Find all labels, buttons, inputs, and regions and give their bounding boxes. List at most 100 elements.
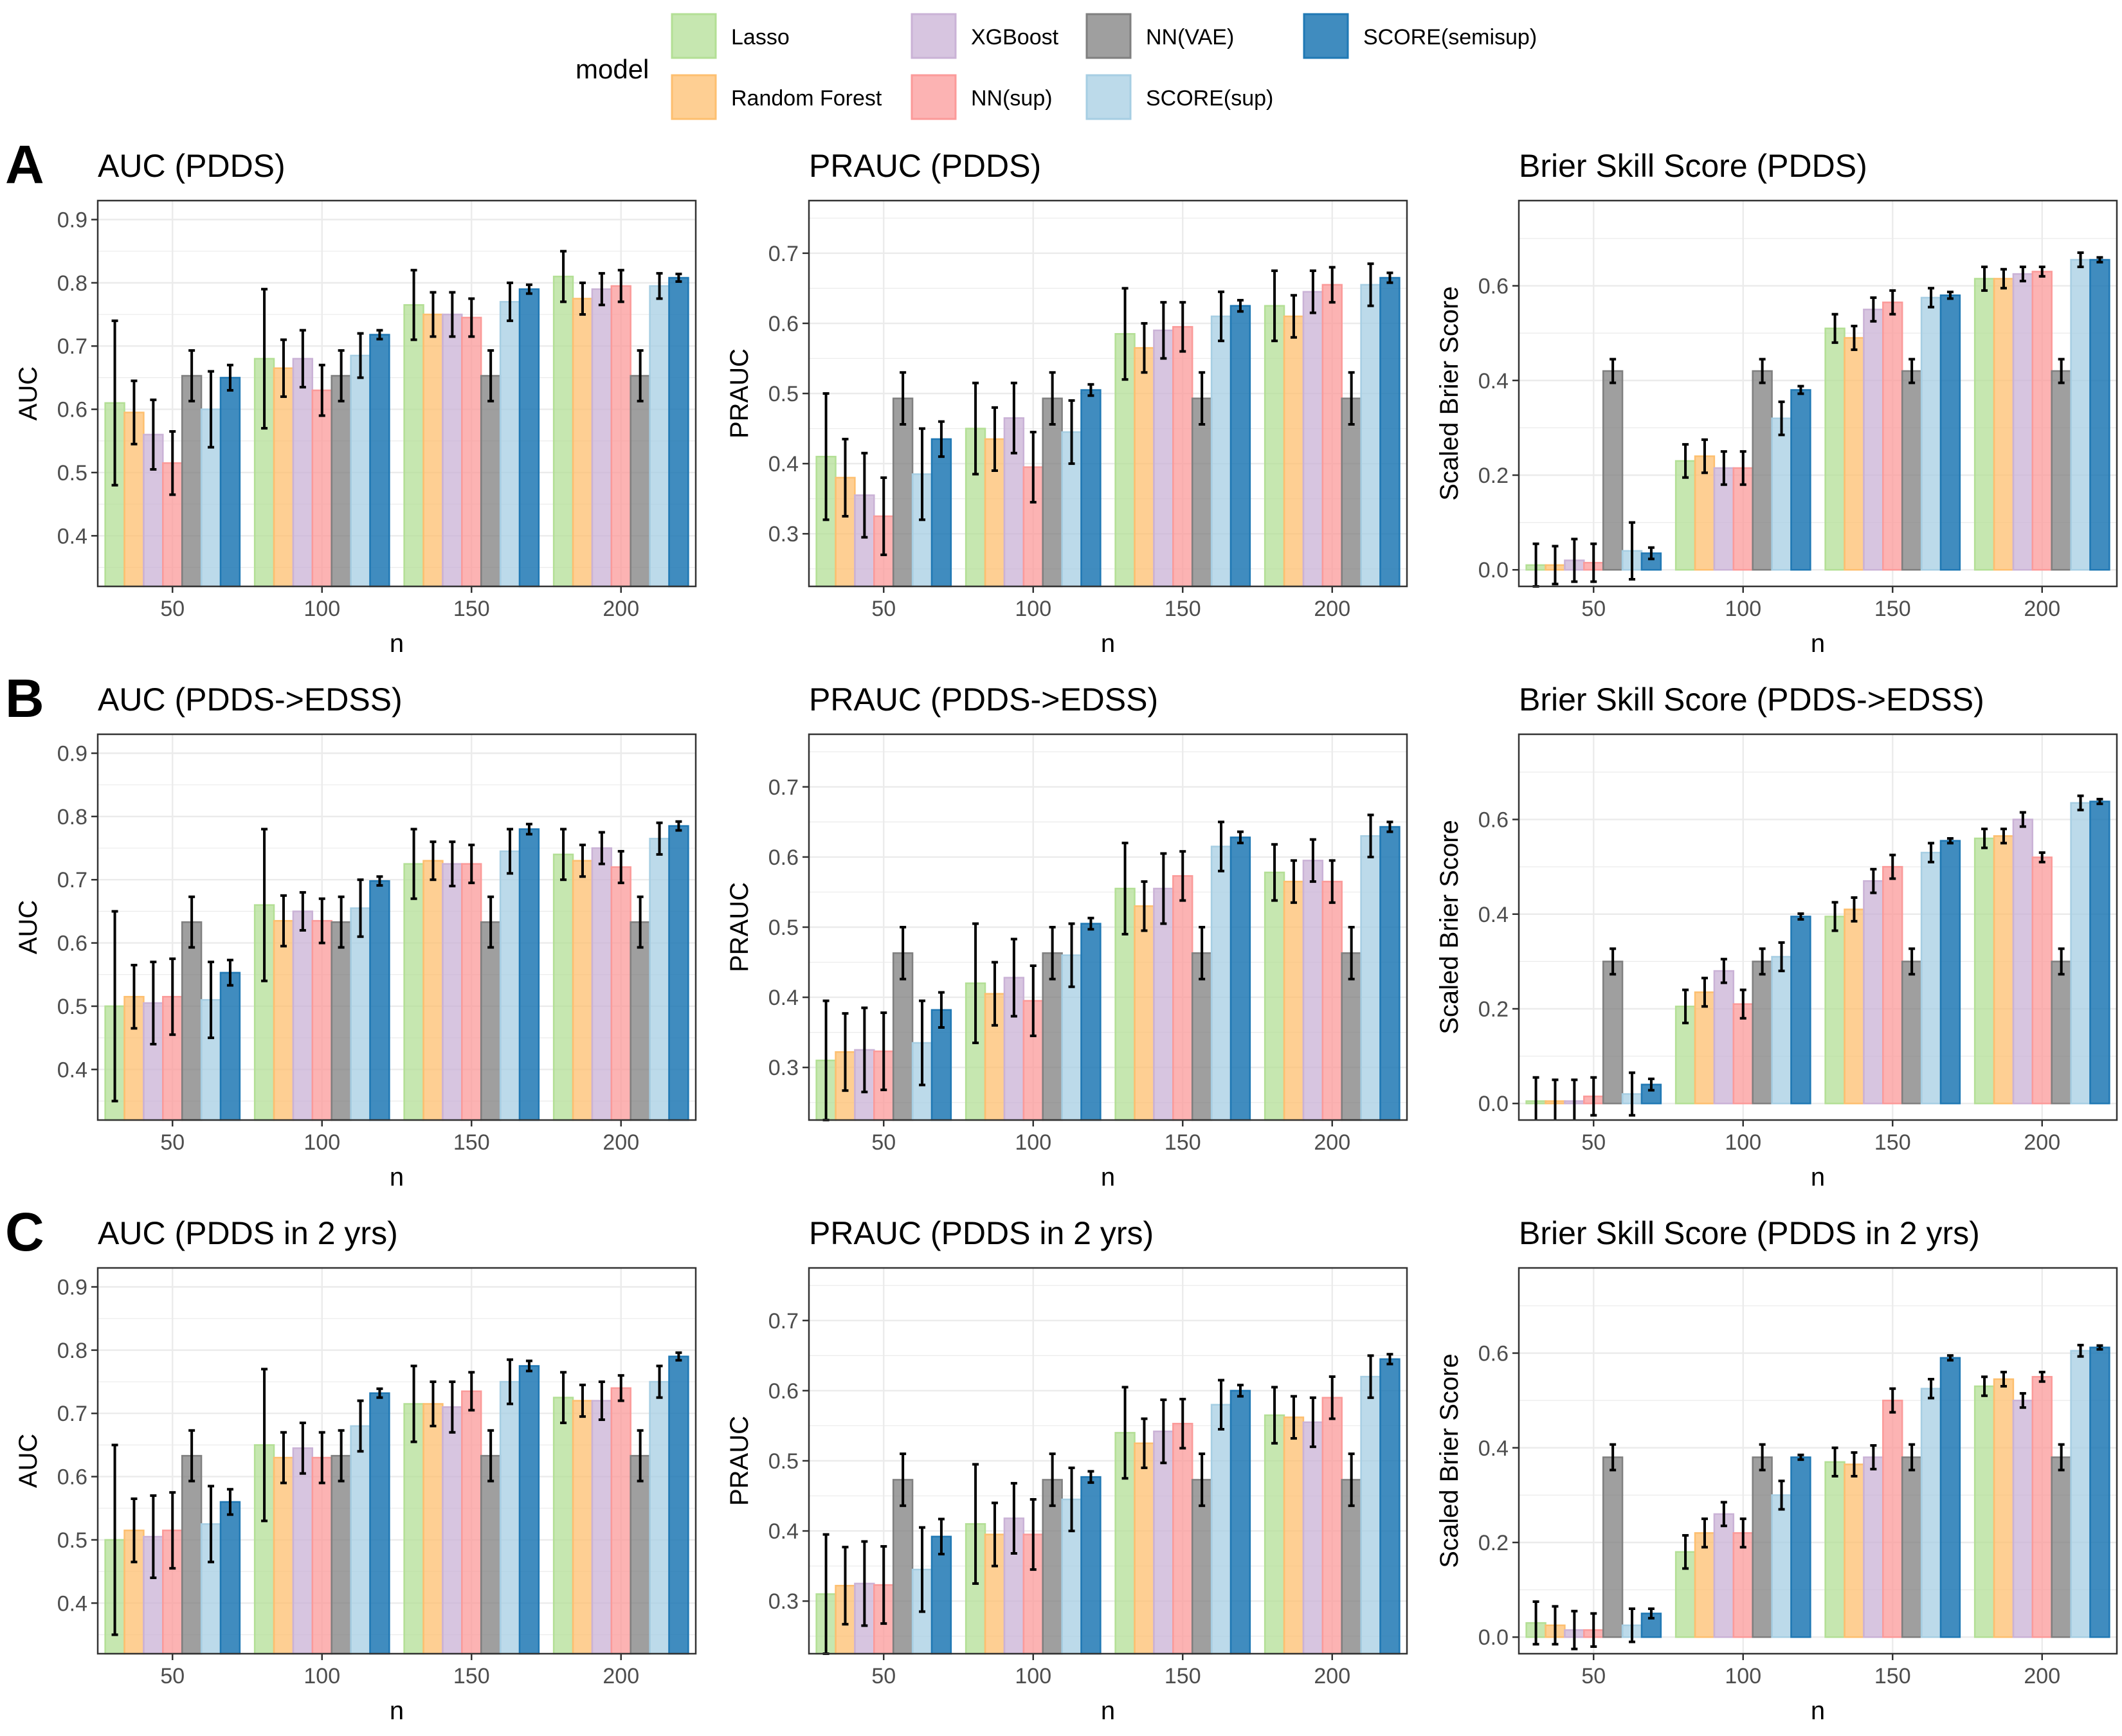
panel-title: AUC (PDDS) bbox=[98, 148, 286, 184]
errorbar-random-forest-n50 bbox=[842, 437, 849, 518]
errorbar-xgboost-n50 bbox=[861, 1006, 868, 1094]
errorbar-lasso-n50 bbox=[1532, 1076, 1539, 1120]
bar-random-forest-n150 bbox=[422, 313, 444, 588]
errorbar-score-sup-n150 bbox=[507, 827, 514, 875]
bar-xgboost-n200 bbox=[591, 847, 613, 1121]
y-tick-label: 0.8 bbox=[57, 805, 87, 829]
legend-swatch-nn-sup bbox=[911, 74, 957, 120]
errorbar-nn-vae-n150 bbox=[1909, 1443, 1916, 1472]
bar-xgboost-n200 bbox=[2012, 273, 2034, 571]
errorbar-nn-vae-n100 bbox=[338, 349, 345, 402]
errorbar-lasso-n100 bbox=[972, 922, 979, 1044]
bar-nn-vae-n50 bbox=[1602, 370, 1624, 571]
bar-random-forest-n150 bbox=[1134, 905, 1155, 1121]
bar-score-semisup-n100 bbox=[1790, 916, 1811, 1105]
errorbar-random-forest-n100 bbox=[991, 1501, 998, 1568]
bar-random-forest-n200 bbox=[1283, 880, 1305, 1121]
errorbar-xgboost-n100 bbox=[1010, 381, 1017, 455]
errorbar-xgboost-n150 bbox=[1870, 296, 1877, 323]
errorbar-score-sup-n100 bbox=[1068, 922, 1075, 988]
errorbar-random-forest-n100 bbox=[280, 1431, 287, 1485]
bar-lasso-n200 bbox=[1264, 305, 1285, 588]
bar-random-forest-n50 bbox=[835, 476, 856, 588]
bar-score-semisup-n200 bbox=[1379, 826, 1401, 1121]
y-tick-label: 0.5 bbox=[57, 995, 87, 1019]
bar-xgboost-n150 bbox=[1153, 329, 1174, 588]
errorbar-lasso-n100 bbox=[972, 1463, 979, 1585]
errorbar-lasso-n50 bbox=[1532, 1600, 1539, 1646]
errorbar-nn-sup-n200 bbox=[1329, 1375, 1336, 1420]
y-tick-label: 0.4 bbox=[768, 986, 799, 1010]
errorbar-score-semisup-n50 bbox=[1647, 1607, 1655, 1620]
bar-lasso-n200 bbox=[1973, 278, 1995, 571]
legend-label-random-forest: Random Forest bbox=[731, 86, 882, 111]
x-tick-label: 50 bbox=[160, 597, 185, 621]
errorbar-nn-vae-n50 bbox=[1610, 357, 1617, 384]
errorbar-xgboost-n100 bbox=[1720, 1501, 1727, 1528]
errorbar-score-sup-n150 bbox=[1218, 1379, 1225, 1431]
y-tick-label: 0.5 bbox=[768, 382, 799, 406]
errorbar-score-semisup-n50 bbox=[1647, 546, 1655, 561]
errorbar-nn-vae-n50 bbox=[900, 371, 907, 426]
bar-xgboost-n100 bbox=[292, 910, 314, 1121]
errorbar-random-forest-n50 bbox=[1552, 1078, 1559, 1120]
errorbar-nn-vae-n50 bbox=[188, 895, 195, 949]
bar-xgboost-n150 bbox=[1863, 309, 1884, 571]
bar-score-sup-n150 bbox=[1210, 315, 1232, 588]
y-axis-label: AUC bbox=[14, 366, 42, 420]
bar-nn-vae-n100 bbox=[1042, 397, 1063, 588]
row-letter-b: B bbox=[5, 668, 44, 728]
errorbar-lasso-n50 bbox=[111, 319, 118, 487]
errorbar-score-semisup-n200 bbox=[675, 820, 682, 832]
row-letter-c: C bbox=[5, 1202, 44, 1262]
errorbar-nn-sup-n150 bbox=[1179, 850, 1186, 902]
legend-item-nn-sup: NN(sup) bbox=[911, 74, 1053, 120]
x-tick-label: 100 bbox=[1015, 597, 1051, 621]
bar-random-forest-n150 bbox=[1844, 337, 1865, 571]
x-tick-label: 200 bbox=[1314, 1130, 1350, 1155]
legend-swatch-nn-vae bbox=[1085, 13, 1132, 59]
y-tick-label: 0.4 bbox=[1478, 903, 1509, 927]
bar-score-semisup-n50 bbox=[1640, 552, 1662, 571]
x-axis-label: n bbox=[1811, 629, 1825, 658]
panel-prauc-pdds-edss: PRAUC (PDDS->EDSS) 0.3 0.4 0.5 0.6 0.7 50 100 15… bbox=[725, 682, 1408, 1191]
y-tick-label: 0.7 bbox=[57, 334, 87, 359]
errorbar-random-forest-n100 bbox=[991, 961, 998, 1027]
errorbar-score-sup-n100 bbox=[357, 332, 364, 379]
bar-nn-vae-n200 bbox=[2051, 1456, 2072, 1638]
legend-swatch-random-forest bbox=[671, 74, 717, 120]
y-tick-label: 0.4 bbox=[57, 1591, 87, 1616]
bar-score-semisup-n150 bbox=[1939, 294, 1961, 571]
legend-label-score-sup: SCORE(sup) bbox=[1146, 86, 1273, 111]
y-tick-label: 0.2 bbox=[1478, 1531, 1509, 1555]
panel-prauc-pdds: PRAUC (PDDS) 0.3 0.4 0.5 0.6 0.7 50 100 150 200 n P… bbox=[725, 148, 1408, 658]
errorbar-score-semisup-n200 bbox=[2096, 256, 2103, 264]
errorbar-lasso-n200 bbox=[1981, 827, 1988, 849]
errorbar-score-semisup-n50 bbox=[938, 991, 945, 1029]
errorbar-lasso-n150 bbox=[410, 269, 417, 341]
bar-lasso-n200 bbox=[1973, 837, 1995, 1105]
errorbar-nn-sup-n200 bbox=[617, 1374, 624, 1402]
y-tick-label: 0.6 bbox=[768, 312, 799, 336]
bar-random-forest-n200 bbox=[1283, 1416, 1305, 1655]
x-axis-label: n bbox=[1101, 629, 1115, 658]
x-tick-label: 100 bbox=[304, 1130, 340, 1155]
bar-xgboost-n150 bbox=[442, 863, 463, 1121]
bar-nn-vae-n100 bbox=[1752, 961, 1773, 1105]
bar-score-semisup-n200 bbox=[668, 1355, 689, 1655]
errorbar-nn-vae-n150 bbox=[1199, 926, 1206, 981]
errorbar-lasso-n200 bbox=[1271, 269, 1278, 343]
errorbar-nn-vae-n50 bbox=[1610, 1443, 1617, 1472]
errorbar-lasso-n200 bbox=[560, 249, 567, 303]
x-tick-label: 150 bbox=[1165, 597, 1201, 621]
bar-random-forest-n200 bbox=[572, 1400, 594, 1655]
row-letters: A B C bbox=[5, 134, 44, 1262]
errorbar-xgboost-n100 bbox=[1720, 957, 1727, 984]
errorbar-score-semisup-n150 bbox=[1946, 1354, 1954, 1362]
bar-nn-sup-n150 bbox=[1172, 326, 1193, 588]
errorbar-nn-sup-n150 bbox=[1889, 853, 1896, 880]
legend-label-lasso: Lasso bbox=[731, 25, 790, 50]
panel-title: AUC (PDDS in 2 yrs) bbox=[98, 1215, 398, 1251]
bar-score-semisup-n150 bbox=[1229, 1389, 1251, 1655]
